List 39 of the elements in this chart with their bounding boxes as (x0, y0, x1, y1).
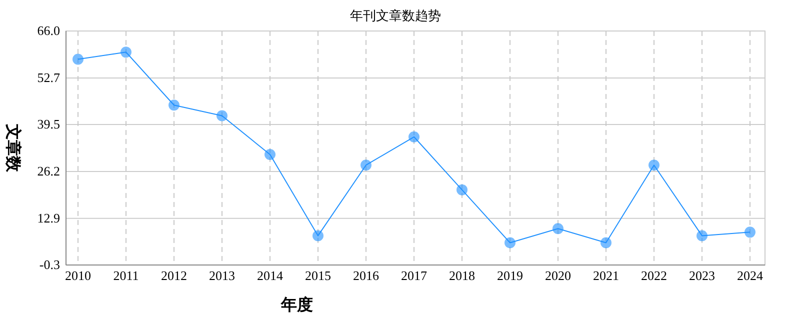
x-tick-label: 2022 (641, 268, 667, 283)
x-axis-title: 年度 (280, 295, 313, 314)
x-tick-label: 2017 (401, 268, 428, 283)
y-tick-label: 26.2 (37, 163, 60, 178)
point (552, 223, 564, 234)
point (72, 54, 84, 65)
x-tick-label: 2024 (737, 268, 764, 283)
point (600, 237, 612, 248)
point (648, 160, 660, 171)
y-tick-label: 52.7 (37, 70, 60, 85)
x-tick-label: 2021 (593, 268, 619, 283)
point (312, 230, 324, 242)
point (504, 237, 516, 248)
x-tick-label: 2015 (305, 268, 331, 283)
point (744, 226, 756, 238)
y-tick-label: -0.3 (39, 257, 60, 272)
point (408, 131, 420, 142)
point (216, 110, 228, 122)
x-tick-label: 2013 (209, 268, 235, 283)
x-tick-label: 2011 (113, 268, 139, 283)
point (120, 46, 132, 58)
x-tick-label: 2023 (689, 268, 715, 283)
y-tick-label: 39.5 (37, 116, 60, 132)
point (696, 230, 708, 242)
x-tick-label: 2014 (257, 268, 284, 283)
point (264, 149, 276, 160)
point (168, 100, 180, 111)
x-tick-label: 2012 (161, 268, 187, 283)
chart-title: 年刊文章数趋势 (350, 8, 441, 23)
x-tick-label: 2018 (449, 268, 475, 283)
x-tick-label: 2016 (353, 268, 380, 283)
x-tick-label: 2019 (497, 268, 523, 283)
y-axis-title: 文章数 (4, 123, 22, 173)
point (456, 184, 468, 196)
y-tick-label: 66.0 (37, 23, 60, 38)
x-tick-label: 2020 (545, 268, 571, 283)
y-tick-label: 12.9 (37, 210, 60, 226)
point (360, 160, 372, 171)
x-tick-label: 2010 (65, 268, 91, 283)
